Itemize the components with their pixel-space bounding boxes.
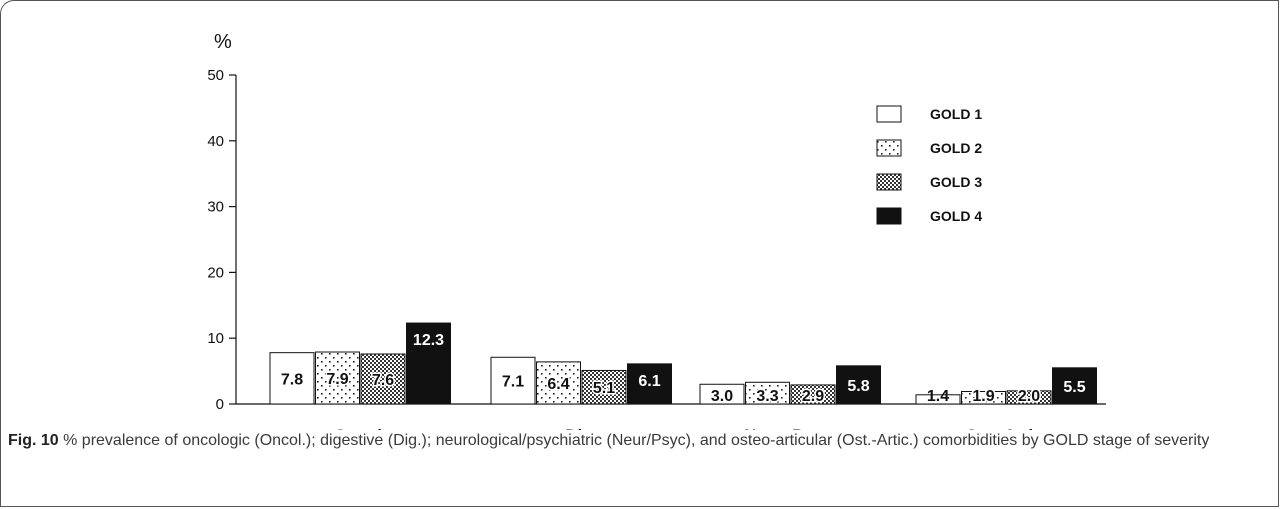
bar-gold-2-1 (536, 361, 581, 405)
caption-text: % prevalence of oncologic (Oncol.); dige… (58, 432, 1210, 449)
value-label: 12.3 (413, 332, 444, 349)
value-label: 1.4 (927, 388, 949, 405)
bar-gold-3-3 (1006, 390, 1052, 405)
value-label: 1.9 (972, 388, 994, 405)
category-label: Neur.-Psyc. (744, 426, 837, 430)
value-label: 6.4 (547, 376, 569, 393)
value-label: 3.0 (711, 388, 733, 405)
legend-swatch (876, 173, 902, 191)
value-label: 7.8 (281, 371, 303, 388)
y-tick-label: 40 (207, 133, 224, 150)
bar-gold-3-0 (360, 353, 406, 405)
bar-gold-1-0 (269, 352, 315, 405)
bar-gold-2-3 (961, 390, 1006, 405)
y-tick-label: 0 (216, 396, 224, 413)
bar-gold-2-0 (315, 351, 360, 405)
category-label: Oncol. (334, 426, 387, 430)
bar-gold-3-1 (581, 369, 627, 405)
value-label: 6.1 (638, 373, 660, 390)
legend-label: GOLD 4 (930, 208, 982, 224)
y-tick-label: 50 (207, 67, 224, 84)
value-label: 5.8 (847, 378, 869, 395)
bar-gold-4-3 (1052, 367, 1097, 405)
bar-gold-1-2 (699, 383, 745, 405)
bar-gold-4-0 (406, 322, 451, 405)
bar-gold-1-3 (915, 394, 961, 405)
category-label: Dig. (565, 426, 597, 430)
legend-label: GOLD 3 (930, 174, 982, 190)
bar-chart: 0 10 20 30 40 50% Oncol. Dig. Neur.-Psyc. Ost.-Ar… (207, 31, 1106, 430)
bar-gold-2-2 (745, 381, 790, 405)
value-label: 2.0 (1018, 388, 1040, 405)
legend: GOLD 1 GOLD 2 GOLD 3 GOLD 4 (876, 105, 982, 225)
value-label: 7.6 (372, 372, 394, 389)
legend-swatch (876, 207, 902, 225)
value-label: 3.3 (756, 388, 778, 405)
caption-label: Fig. 10 (8, 432, 59, 449)
value-label: 5.1 (593, 380, 615, 397)
value-label: 5.5 (1063, 379, 1085, 396)
value-label: 2.9 (802, 388, 824, 405)
category-label: Ost.-Artic. (965, 426, 1047, 430)
bar-gold-4-1 (627, 363, 672, 405)
bar-gold-3-2 (790, 384, 836, 405)
figure-caption: Fig. 10 % prevalence of oncologic (Oncol… (8, 430, 1278, 451)
legend-swatch (876, 139, 902, 157)
bar-gold-1-1 (490, 356, 536, 405)
y-unit-label: % (214, 31, 232, 53)
value-label: 7.1 (502, 374, 524, 391)
y-tick-label: 10 (207, 330, 224, 347)
y-tick-label: 20 (207, 264, 224, 281)
bars: 7.8 7.9 7.6 12.3 7.1 6.4 5.1 6.1 3.0 3.3 2.9 5.8 1.4… (269, 322, 1097, 407)
legend-label: GOLD 2 (930, 140, 982, 156)
legend-swatch (876, 105, 902, 123)
value-label: 7.9 (326, 371, 348, 388)
legend-label: GOLD 1 (930, 106, 982, 122)
bar-gold-4-2 (836, 365, 881, 405)
y-tick-label: 30 (207, 199, 224, 216)
